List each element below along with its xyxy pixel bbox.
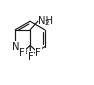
Text: F: F [28,52,33,62]
Text: NH: NH [38,16,53,26]
Text: F: F [19,48,25,58]
Text: N: N [12,42,19,52]
Text: F: F [35,48,41,58]
Text: 2: 2 [44,20,49,26]
